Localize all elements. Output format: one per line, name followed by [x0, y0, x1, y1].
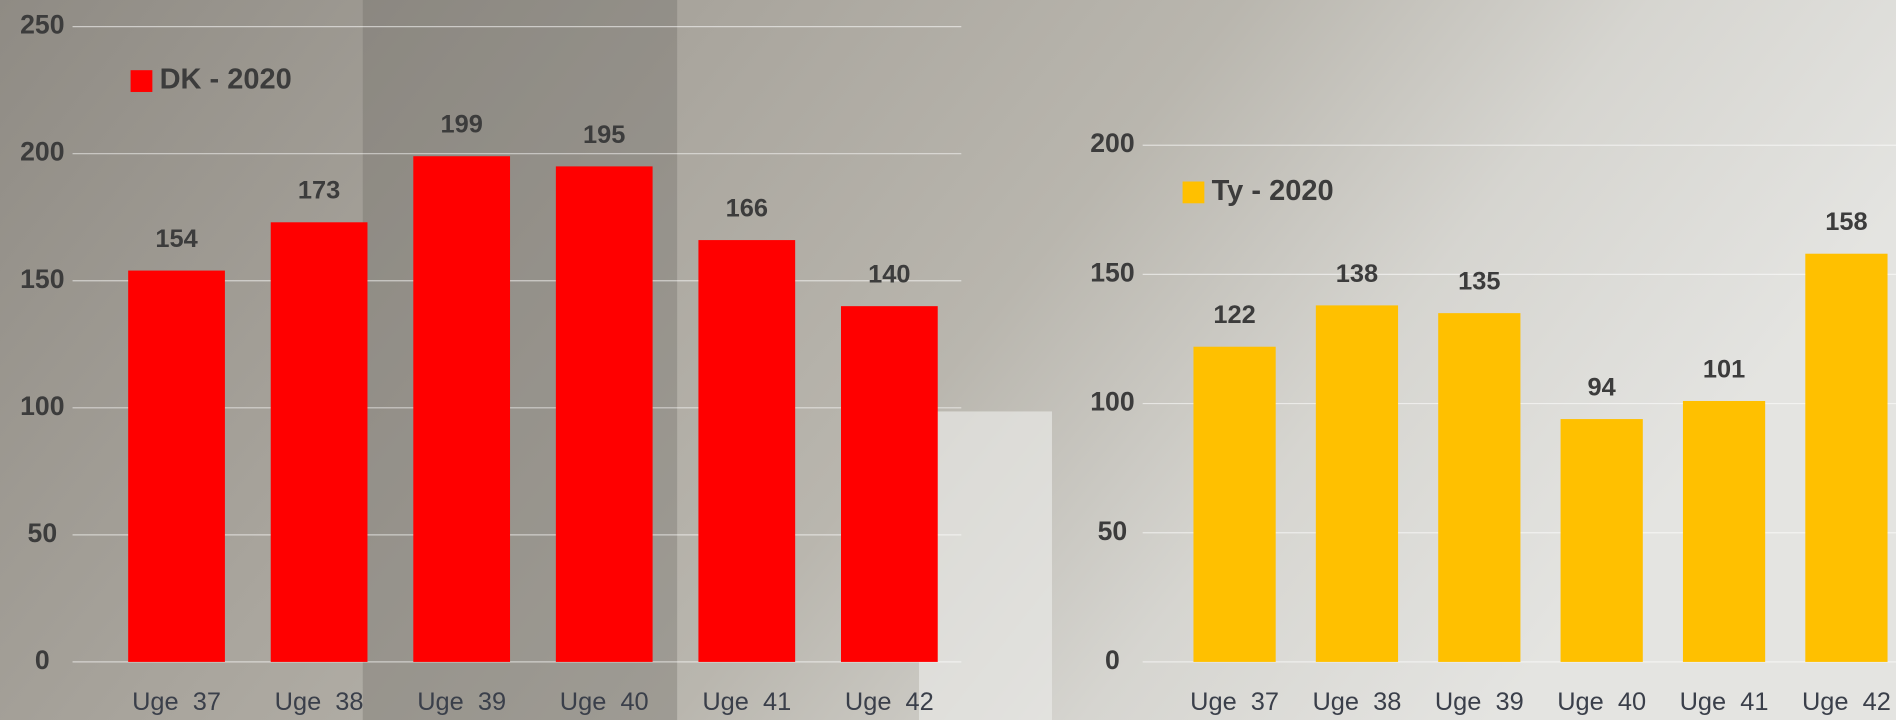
bar [413, 156, 510, 662]
bar [271, 222, 368, 662]
chart: 0 50 100 150 200 250 DK - 2020 154 Uge 37 173 Uge … [0, 0, 1896, 720]
y-tick-label: 100 [1090, 387, 1134, 417]
bar [1561, 419, 1643, 662]
y-tick-label: 250 [20, 10, 64, 40]
legend-label: Ty - 2020 [1212, 175, 1334, 207]
x-tick-label: Uge 39 [417, 688, 506, 716]
value-label: 166 [726, 195, 768, 223]
background-shape [919, 411, 1052, 720]
x-tick-label: Uge 41 [1680, 688, 1769, 716]
x-tick-label: Uge 39 [1435, 688, 1524, 716]
bar [1805, 254, 1887, 662]
y-tick-label: 50 [1098, 516, 1128, 546]
bar [1438, 313, 1520, 662]
y-tick-label: 100 [20, 391, 64, 421]
value-label: 173 [298, 177, 340, 205]
y-tick-label: 150 [1090, 257, 1134, 287]
page: {"chart_data": [ {"type": "bar", "legend… [0, 0, 1896, 720]
x-tick-label: Uge 38 [1312, 688, 1401, 716]
value-label: 122 [1213, 301, 1255, 329]
value-label: 135 [1458, 268, 1500, 296]
bar [128, 271, 225, 662]
bar [841, 306, 938, 662]
value-label: 158 [1825, 208, 1867, 236]
y-tick-label: 200 [1090, 128, 1134, 158]
legend-swatch [1183, 182, 1205, 204]
bar [1683, 401, 1765, 662]
y-tick-label: 150 [20, 264, 64, 294]
bar [1193, 347, 1275, 662]
x-tick-label: Uge 37 [132, 688, 221, 716]
value-label: 195 [583, 121, 625, 149]
y-tick-label: 200 [20, 137, 64, 167]
legend-label: DK - 2020 [160, 64, 292, 96]
y-tick-label: 0 [35, 645, 50, 675]
y-tick-label: 50 [28, 518, 58, 548]
x-tick-label: Uge 38 [275, 688, 364, 716]
value-label: 94 [1588, 374, 1616, 402]
bar [698, 240, 795, 662]
x-tick-label: Uge 42 [845, 688, 934, 716]
x-tick-label: Uge 37 [1190, 688, 1279, 716]
value-label: 154 [155, 225, 197, 253]
x-tick-label: Uge 40 [1557, 688, 1646, 716]
bar [1316, 305, 1398, 662]
value-label: 199 [440, 111, 482, 139]
value-label: 138 [1336, 260, 1378, 288]
value-label: 140 [868, 261, 910, 289]
bar [556, 166, 653, 662]
value-label: 101 [1703, 355, 1745, 383]
legend-swatch [131, 70, 153, 92]
x-tick-label: Uge 40 [560, 688, 649, 716]
x-tick-label: Uge 41 [702, 688, 791, 716]
x-tick-label: Uge 42 [1802, 688, 1891, 716]
y-tick-label: 0 [1105, 645, 1120, 675]
